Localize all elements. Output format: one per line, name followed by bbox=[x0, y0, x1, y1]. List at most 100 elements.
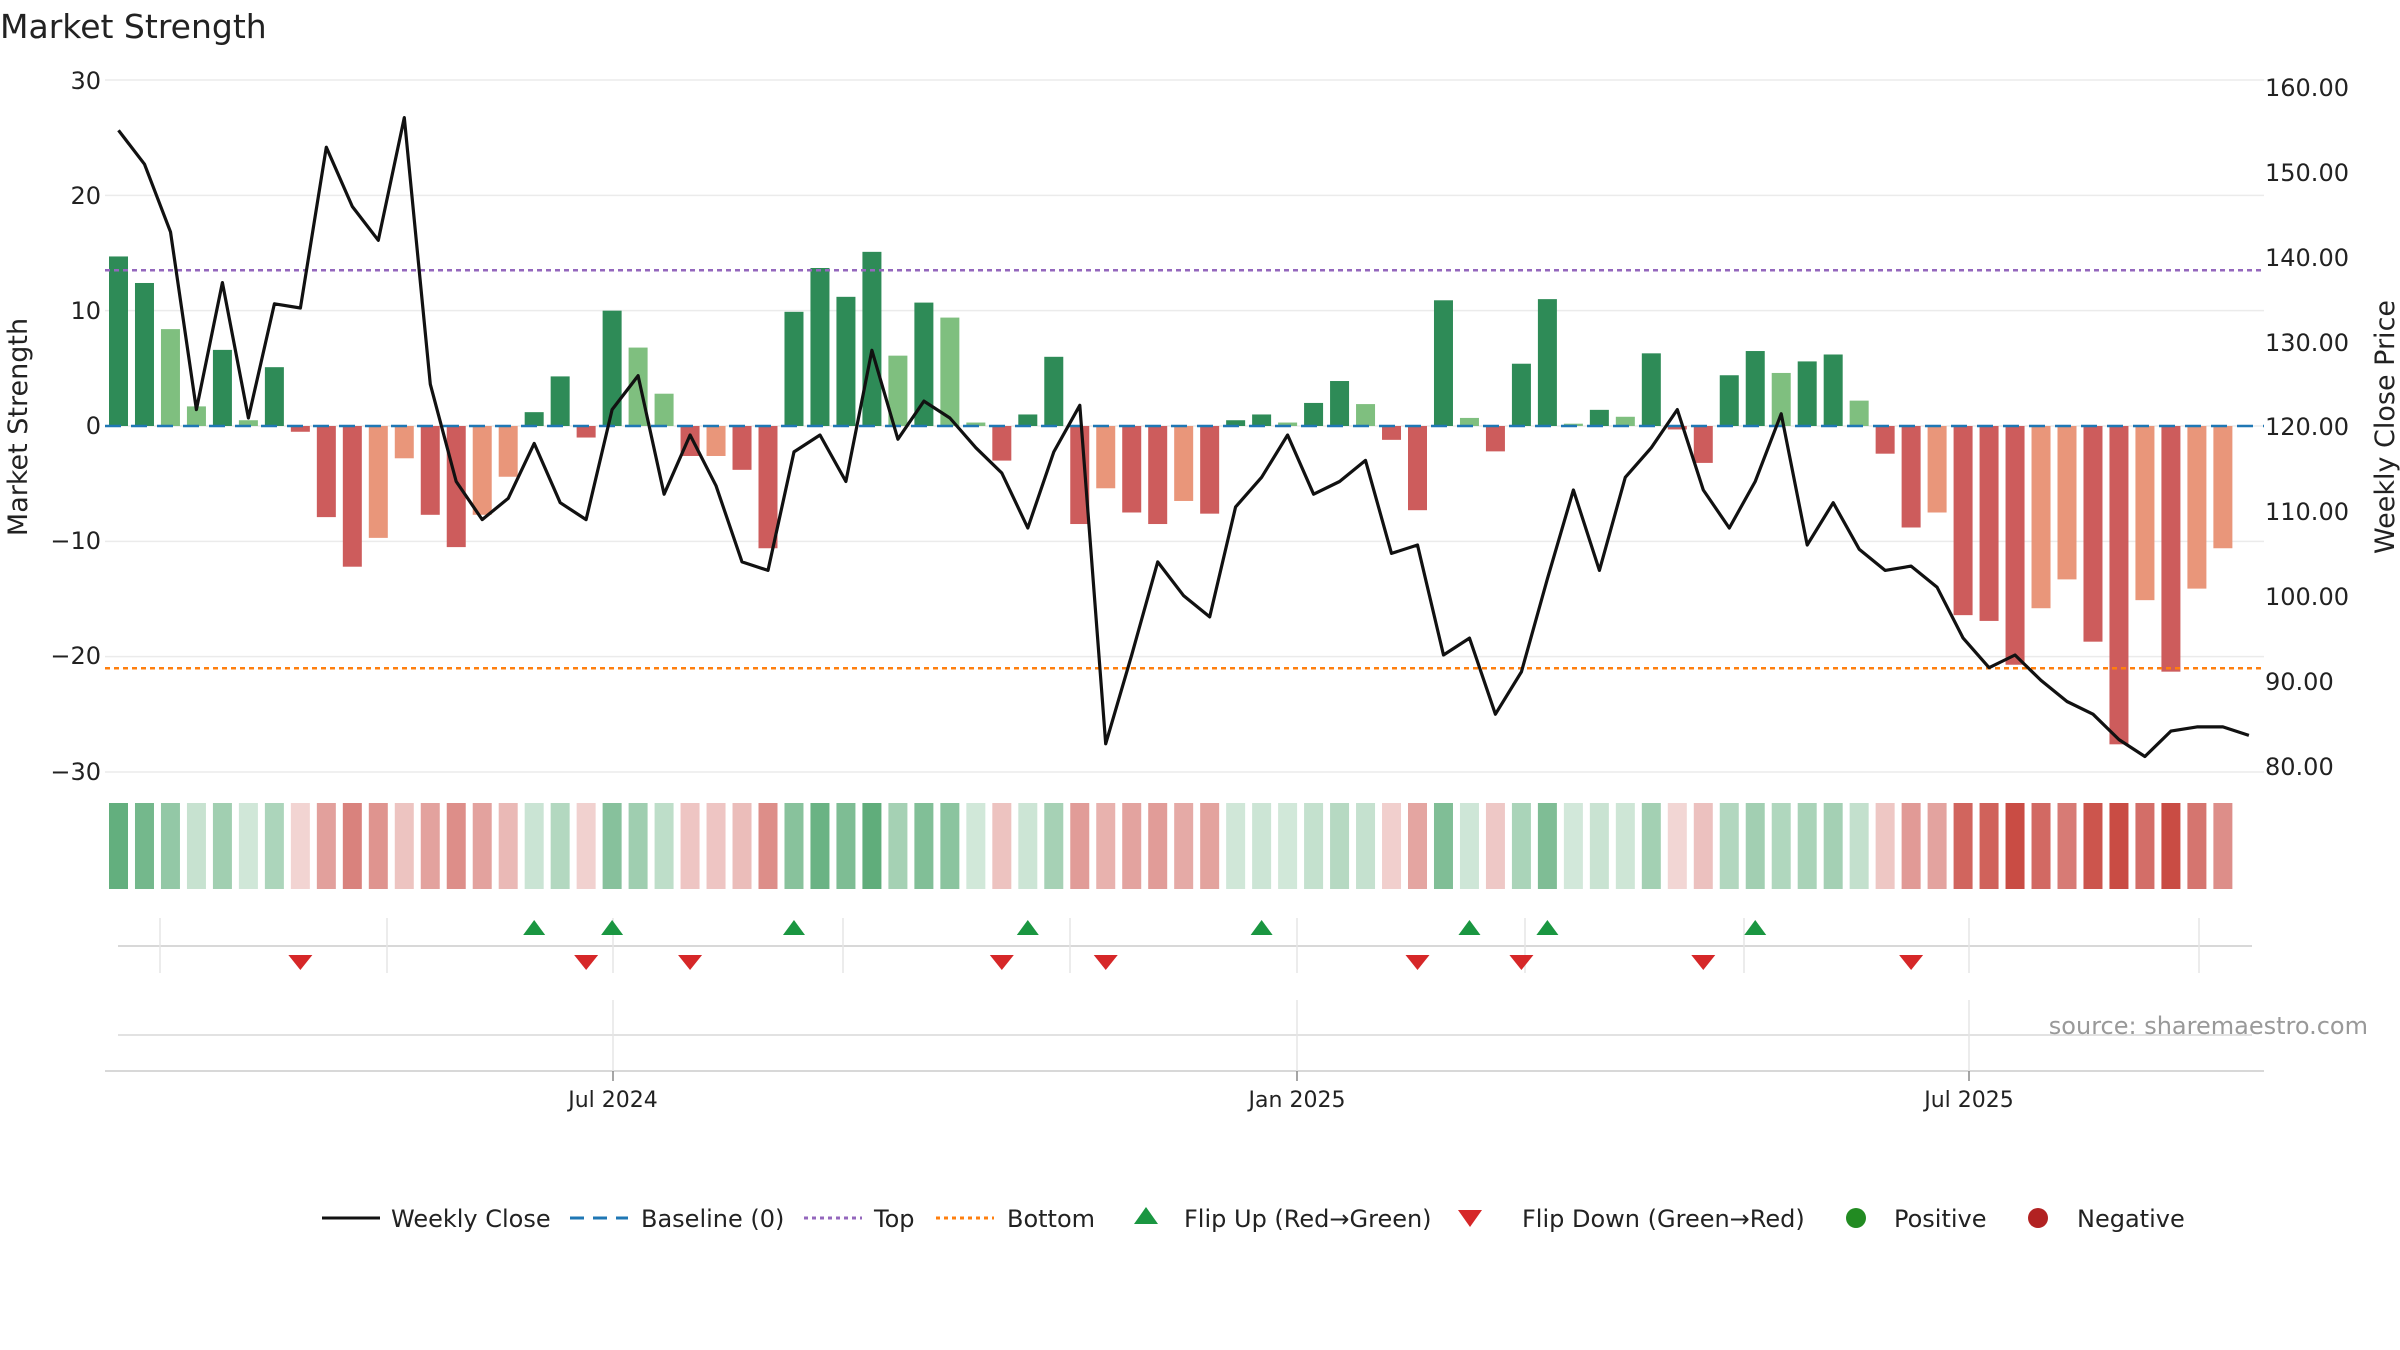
weekly-close-line bbox=[117, 115, 2250, 759]
strength-bar bbox=[1122, 426, 1142, 513]
heat-cell bbox=[1226, 803, 1246, 889]
strength-bar bbox=[1667, 426, 1687, 430]
y-tick-label: 0 bbox=[86, 412, 101, 440]
source-credit: source: sharemaestro.com bbox=[2049, 1012, 2368, 1040]
heat-cell bbox=[1330, 803, 1350, 889]
strength-bar bbox=[1797, 361, 1817, 426]
heat-cell bbox=[160, 803, 180, 889]
strength-bar bbox=[1148, 426, 1168, 525]
strength-bar bbox=[134, 282, 154, 426]
heat-cell bbox=[706, 803, 726, 889]
strength-bar bbox=[888, 355, 908, 426]
heat-cell bbox=[238, 803, 258, 889]
heat-cell bbox=[732, 803, 752, 889]
heat-cell bbox=[1719, 803, 1739, 889]
heat-cell bbox=[1148, 803, 1168, 889]
y-tick-label: 30 bbox=[70, 67, 101, 95]
flip-down-marker bbox=[288, 955, 313, 970]
strength-bar bbox=[1927, 426, 1947, 513]
heat-cell bbox=[2161, 803, 2181, 889]
strength-bar bbox=[2213, 426, 2233, 549]
heat-cell bbox=[109, 803, 128, 889]
strength-bar bbox=[1849, 400, 1869, 426]
strength-bar bbox=[1174, 426, 1194, 501]
heat-cell bbox=[940, 803, 960, 889]
strength-bar bbox=[1459, 417, 1479, 426]
y2-tick-label: 80.00 bbox=[2265, 753, 2334, 781]
heat-cell bbox=[810, 803, 830, 889]
heat-cell bbox=[2187, 803, 2207, 889]
x-tick-label: Jan 2025 bbox=[1247, 1088, 1346, 1113]
strength-bar bbox=[290, 426, 310, 432]
strength-bar bbox=[316, 426, 336, 518]
strength-bar bbox=[1044, 356, 1064, 426]
heat-cell bbox=[1252, 803, 1272, 889]
chart-title: Market Strength bbox=[0, 7, 267, 46]
heat-cell bbox=[1511, 803, 1531, 889]
flip-up-marker bbox=[1536, 920, 1559, 935]
flip-down-marker bbox=[1405, 955, 1430, 970]
strength-bar bbox=[1875, 426, 1895, 454]
strength-bar bbox=[1771, 372, 1791, 426]
heat-cell bbox=[1459, 803, 1479, 889]
strength-bar bbox=[550, 376, 570, 426]
heat-cell bbox=[1667, 803, 1687, 889]
heat-cell bbox=[1641, 803, 1661, 889]
strength-bar bbox=[602, 310, 622, 426]
flip-markers bbox=[118, 918, 2252, 973]
legend-label-negative: Negative bbox=[2077, 1205, 2185, 1233]
heat-cell bbox=[1433, 803, 1453, 889]
heat-cell bbox=[1356, 803, 1376, 889]
heat-cell bbox=[1537, 803, 1557, 889]
flip-down-marker bbox=[1509, 955, 1534, 970]
heat-cell bbox=[2005, 803, 2025, 889]
flip-up-marker bbox=[1250, 920, 1273, 935]
strength-bar bbox=[2031, 426, 2051, 609]
y-tick-label: −20 bbox=[50, 642, 101, 670]
strength-bar bbox=[498, 426, 518, 477]
heat-cell bbox=[1875, 803, 1895, 889]
heat-cell bbox=[1979, 803, 1999, 889]
heat-cell bbox=[1174, 803, 1194, 889]
strength-bar bbox=[1356, 404, 1376, 426]
heat-cell bbox=[836, 803, 856, 889]
strength-bar bbox=[472, 426, 492, 515]
y2-tick-label: 160.00 bbox=[2265, 74, 2349, 102]
heat-cell bbox=[1927, 803, 1947, 889]
heat-cell bbox=[1200, 803, 1220, 889]
y2-tick-label: 140.00 bbox=[2265, 244, 2349, 272]
strength-bar bbox=[784, 311, 804, 426]
heat-cell bbox=[758, 803, 778, 889]
flip-up-marker bbox=[1744, 920, 1767, 935]
heat-cell bbox=[862, 803, 882, 889]
heat-cell bbox=[1693, 803, 1713, 889]
y2-tick-label: 110.00 bbox=[2265, 498, 2349, 526]
heat-cell bbox=[134, 803, 154, 889]
heat-cell bbox=[446, 803, 466, 889]
flip-up-marker bbox=[1016, 920, 1039, 935]
y-tick-label: −10 bbox=[50, 527, 101, 555]
flip-up-marker bbox=[1458, 920, 1481, 935]
heat-cell bbox=[264, 803, 284, 889]
heat-cell bbox=[992, 803, 1012, 889]
heat-cell bbox=[550, 803, 570, 889]
y-tick-label: 20 bbox=[70, 182, 101, 210]
heat-cell bbox=[602, 803, 622, 889]
heat-cell bbox=[290, 803, 310, 889]
strength-bar bbox=[2161, 426, 2181, 672]
heat-cell bbox=[1901, 803, 1921, 889]
strength-bar bbox=[1511, 363, 1531, 426]
heat-cell bbox=[1849, 803, 1869, 889]
strength-bar bbox=[368, 426, 388, 538]
heat-cell bbox=[1823, 803, 1843, 889]
strength-bar bbox=[2057, 426, 2077, 580]
y-axis-label: Market Strength bbox=[3, 318, 34, 536]
heat-cell bbox=[2057, 803, 2077, 889]
heat-cell bbox=[1122, 803, 1142, 889]
heat-cell bbox=[1382, 803, 1402, 889]
strength-bar bbox=[1330, 381, 1350, 426]
strength-bar bbox=[1953, 426, 1973, 616]
flip-down-marker bbox=[574, 955, 599, 970]
flip-down-marker bbox=[1691, 955, 1716, 970]
